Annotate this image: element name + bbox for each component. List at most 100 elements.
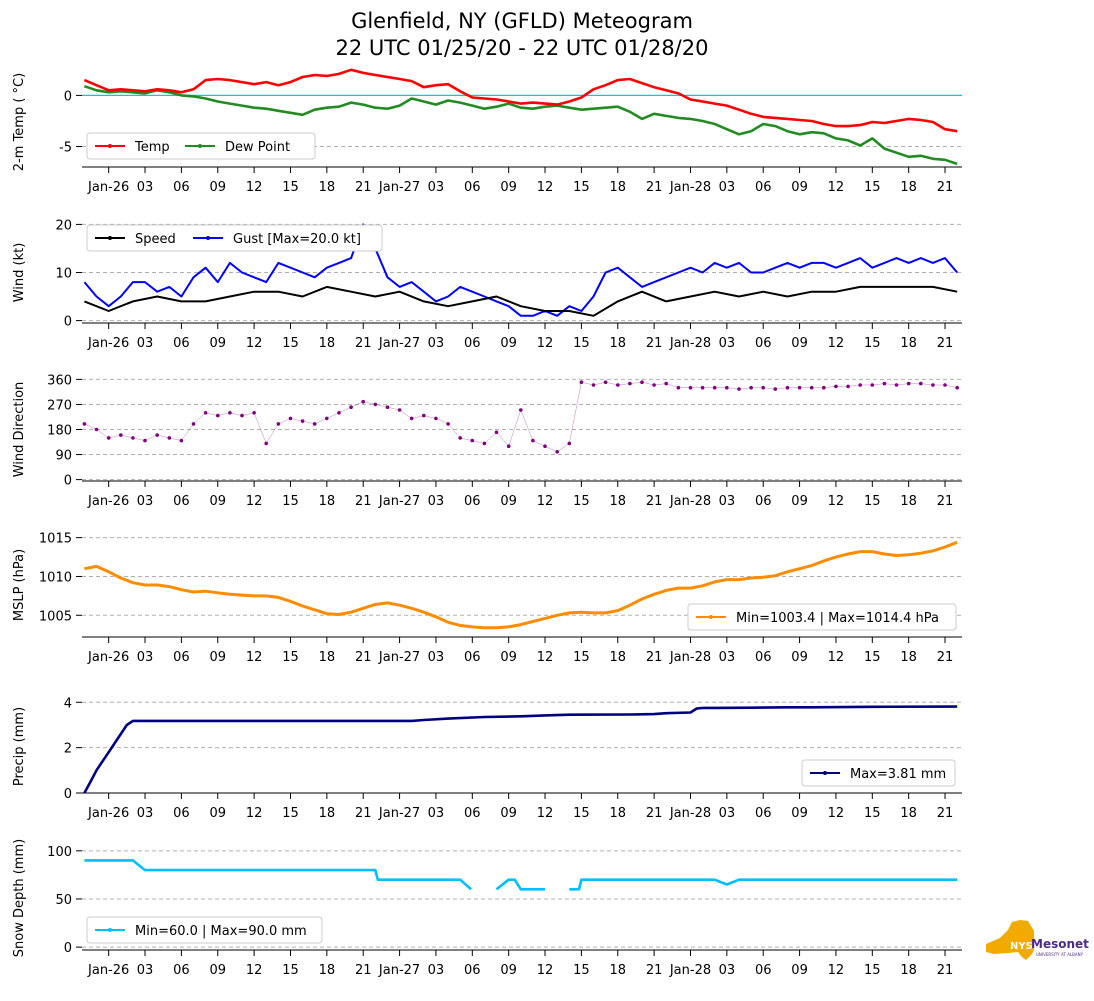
x-tick-label: 03: [137, 180, 154, 195]
x-tick-label: 03: [428, 963, 445, 978]
x-tick-label: Jan-26: [87, 494, 129, 509]
x-tick-label: 12: [246, 494, 263, 509]
legend-box: [86, 224, 383, 252]
direction-point: [555, 450, 559, 454]
direction-point: [846, 384, 850, 389]
x-tick-label: 06: [464, 180, 481, 195]
x-tick-label: 18: [900, 650, 917, 665]
direction-point: [591, 383, 596, 387]
x-tick-label: 15: [864, 336, 881, 351]
direction-point: [373, 402, 378, 407]
logo-name: Mesonet: [1031, 937, 1089, 951]
direction-point: [931, 383, 935, 387]
direction-point: [761, 385, 765, 390]
legend-box: [687, 603, 957, 631]
x-tick-label: 12: [537, 650, 554, 665]
direction-point: [506, 444, 511, 449]
direction-point: [640, 380, 644, 385]
x-tick-label: 03: [719, 963, 736, 978]
direction-point: [325, 416, 329, 421]
direction-point: [288, 416, 293, 421]
x-tick-label: 18: [319, 494, 336, 509]
direction-point: [616, 383, 620, 387]
legend-marker: [108, 236, 112, 240]
panel-snow: 0 50 100 Snow Depth (mm) Jan-26 03 06 09 12 15 18 2…: [12, 839, 962, 978]
x-tick-label: 06: [173, 806, 190, 821]
y-tick-label: 100: [47, 845, 72, 860]
chart-title-line2: 22 UTC 01/25/20 - 22 UTC 01/28/20: [336, 36, 709, 60]
y-axis-label: Precip (mm): [12, 707, 27, 786]
direction-point: [603, 380, 608, 385]
y-axis-label: 2-m Temp ( °C): [12, 73, 27, 171]
x-tick-label: 09: [500, 963, 517, 978]
x-tick-label: 12: [537, 336, 554, 351]
x-tick-label: 03: [137, 650, 154, 665]
x-tick-label: 12: [246, 180, 263, 195]
panel-mslp: 1005 1010 1015 MSLP (hPa) Jan-26 03 06 09 12 15 18…: [12, 532, 962, 665]
x-tick-label: 03: [428, 806, 445, 821]
direction-point: [725, 385, 729, 390]
x-tick-label: 06: [755, 180, 772, 195]
x-tick-label: 18: [900, 963, 917, 978]
direction-point: [470, 438, 475, 443]
direction-point: [737, 387, 741, 391]
direction-point: [494, 430, 499, 435]
y-tick-label: 0: [64, 787, 72, 802]
series-line-mslp: [84, 540, 958, 630]
y-tick-label: 0: [64, 474, 72, 489]
chart-title-line1: Glenfield, NY (GFLD) Meteogram: [351, 9, 693, 33]
x-tick-label: 06: [173, 494, 190, 509]
x-tick-label: Jan-27: [378, 336, 420, 351]
x-tick-label: 12: [828, 180, 845, 195]
x-tick-label: 06: [755, 806, 772, 821]
x-tick-label: 18: [609, 963, 626, 978]
x-tick-label: 18: [609, 180, 626, 195]
panel-precip: 0 2 4 Precip (mm) Jan-26 03 06 09 12 15 18 21 Jan-27…: [12, 696, 962, 821]
y-tick-label: 4: [64, 696, 72, 711]
direction-point: [870, 383, 875, 387]
series-line-gust: [83, 223, 958, 317]
x-tick-label: 12: [246, 336, 263, 351]
x-tick-label: 06: [464, 494, 481, 509]
x-tick-label: 09: [500, 806, 517, 821]
x-tick-label: 06: [755, 494, 772, 509]
legend-marker: [709, 615, 713, 619]
x-tick-label: Jan-28: [669, 336, 711, 351]
x-tick-label: 06: [464, 336, 481, 351]
logo-subtitle: UNIVERSITY AT ALBANY: [1036, 952, 1084, 957]
direction-point: [361, 399, 366, 404]
x-tick-label: 06: [755, 336, 772, 351]
x-tick-label: 12: [537, 963, 554, 978]
x-tick-label: 12: [828, 336, 845, 351]
x-tick-label: 15: [282, 180, 299, 195]
legend-marker: [206, 236, 210, 240]
x-tick-label: 12: [246, 650, 263, 665]
x-tick-label: 21: [646, 650, 663, 665]
x-tick-label: 09: [791, 806, 808, 821]
direction-point: [458, 436, 463, 440]
x-tick-label: Jan-28: [669, 494, 711, 509]
direction-point: [203, 411, 208, 415]
x-tick-label: 21: [937, 494, 954, 509]
direction-point: [579, 380, 584, 385]
y-tick-label: 360: [47, 373, 72, 388]
direction-point: [167, 436, 172, 440]
x-tick-label: 12: [828, 806, 845, 821]
x-tick-label: 12: [537, 180, 554, 195]
legend-marker: [108, 928, 112, 932]
x-tick-label: 03: [428, 494, 445, 509]
legend-box: [86, 916, 323, 944]
x-tick-label: Jan-26: [87, 650, 129, 665]
direction-point: [906, 381, 911, 386]
x-tick-label: 15: [864, 806, 881, 821]
y-axis-label: Wind Direction: [12, 382, 27, 478]
direction-point: [131, 436, 135, 440]
legend-label: Max=3.81 mm: [850, 767, 946, 782]
x-tick-label: 15: [864, 650, 881, 665]
x-tick-label: 21: [937, 336, 954, 351]
x-tick-label: 06: [173, 336, 190, 351]
x-tick-label: 21: [646, 494, 663, 509]
x-tick-label: 06: [464, 806, 481, 821]
y-axis-label: Snow Depth (mm): [12, 839, 27, 957]
direction-point: [179, 438, 184, 443]
